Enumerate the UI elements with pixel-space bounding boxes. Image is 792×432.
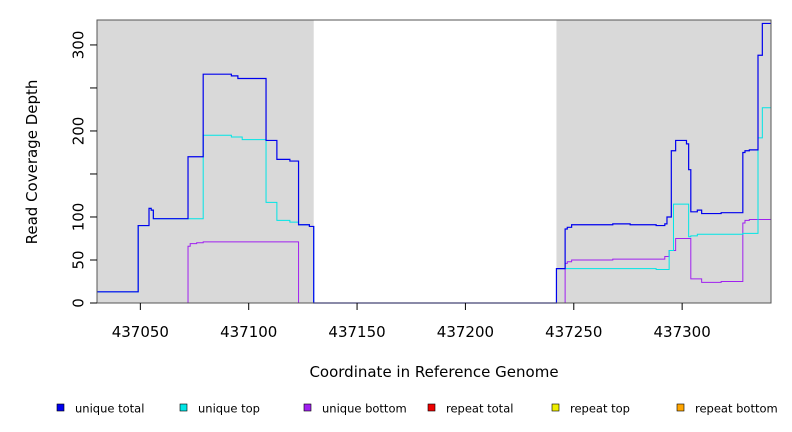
- x-tick-label-437050: 437050: [112, 323, 169, 341]
- y-tick-label-50: 50: [70, 250, 88, 269]
- shaded-regions: [97, 20, 771, 303]
- x-tick-label-437250: 437250: [545, 323, 602, 341]
- x-axis-title: Coordinate in Reference Genome: [309, 363, 558, 381]
- plot-frame: [96, 19, 772, 304]
- y-axis: 0 50 100 200 300: [70, 31, 97, 308]
- series-line-unique-total: [97, 22, 771, 304]
- series-line-unique-bottom: [97, 219, 771, 304]
- y-tick-label-100: 100: [70, 203, 88, 232]
- y-tick-label-200: 200: [70, 117, 88, 146]
- legend-swatch-repeat-total: [427, 403, 436, 412]
- x-tick-label-437200: 437200: [437, 323, 494, 341]
- y-axis-title: Read Coverage Depth: [23, 80, 41, 245]
- legend-swatch-unique-total: [56, 403, 65, 412]
- legend-swatch-repeat-top: [551, 403, 560, 412]
- y-tick-label-300: 300: [70, 31, 88, 60]
- legend-swatch-unique-bottom: [303, 403, 312, 412]
- y-tick-label-0: 0: [70, 298, 88, 308]
- x-axis: 437050 437100 437150 437200 437250 437300: [112, 303, 711, 341]
- legend-label-repeat-total: repeat total: [446, 402, 513, 416]
- legend-label-unique-top: unique top: [198, 402, 260, 416]
- legend-label-repeat-top: repeat top: [570, 402, 630, 416]
- shaded-region-2: [556, 20, 771, 303]
- x-tick-label-437100: 437100: [220, 323, 277, 341]
- legend-label-unique-bottom: unique bottom: [322, 402, 407, 416]
- legend-label-unique-total: unique total: [75, 402, 144, 416]
- legend-swatch-repeat-bottom: [676, 403, 685, 412]
- legend: unique total unique top unique bottom repea…: [56, 402, 778, 416]
- legend-label-repeat-bottom: repeat bottom: [695, 402, 778, 416]
- x-tick-label-437300: 437300: [654, 323, 711, 341]
- x-tick-label-437150: 437150: [328, 323, 385, 341]
- shaded-region-1: [97, 20, 314, 303]
- legend-swatch-unique-top: [179, 403, 188, 412]
